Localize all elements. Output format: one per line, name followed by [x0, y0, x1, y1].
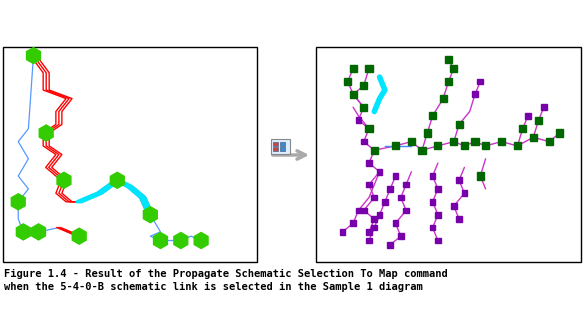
- Bar: [316, 47, 581, 262]
- FancyBboxPatch shape: [270, 139, 290, 153]
- Text: when the 5-4-0-B schematic link is selected in the Sample 1 diagram: when the 5-4-0-B schematic link is selec…: [4, 282, 423, 292]
- Bar: [273, 147, 278, 151]
- Bar: [280, 147, 285, 151]
- Bar: [273, 142, 278, 146]
- Bar: [280, 142, 285, 146]
- Text: Figure 1.4 - Result of the Propagate Schematic Selection To Map command: Figure 1.4 - Result of the Propagate Sch…: [4, 269, 448, 279]
- Bar: [3, 47, 257, 262]
